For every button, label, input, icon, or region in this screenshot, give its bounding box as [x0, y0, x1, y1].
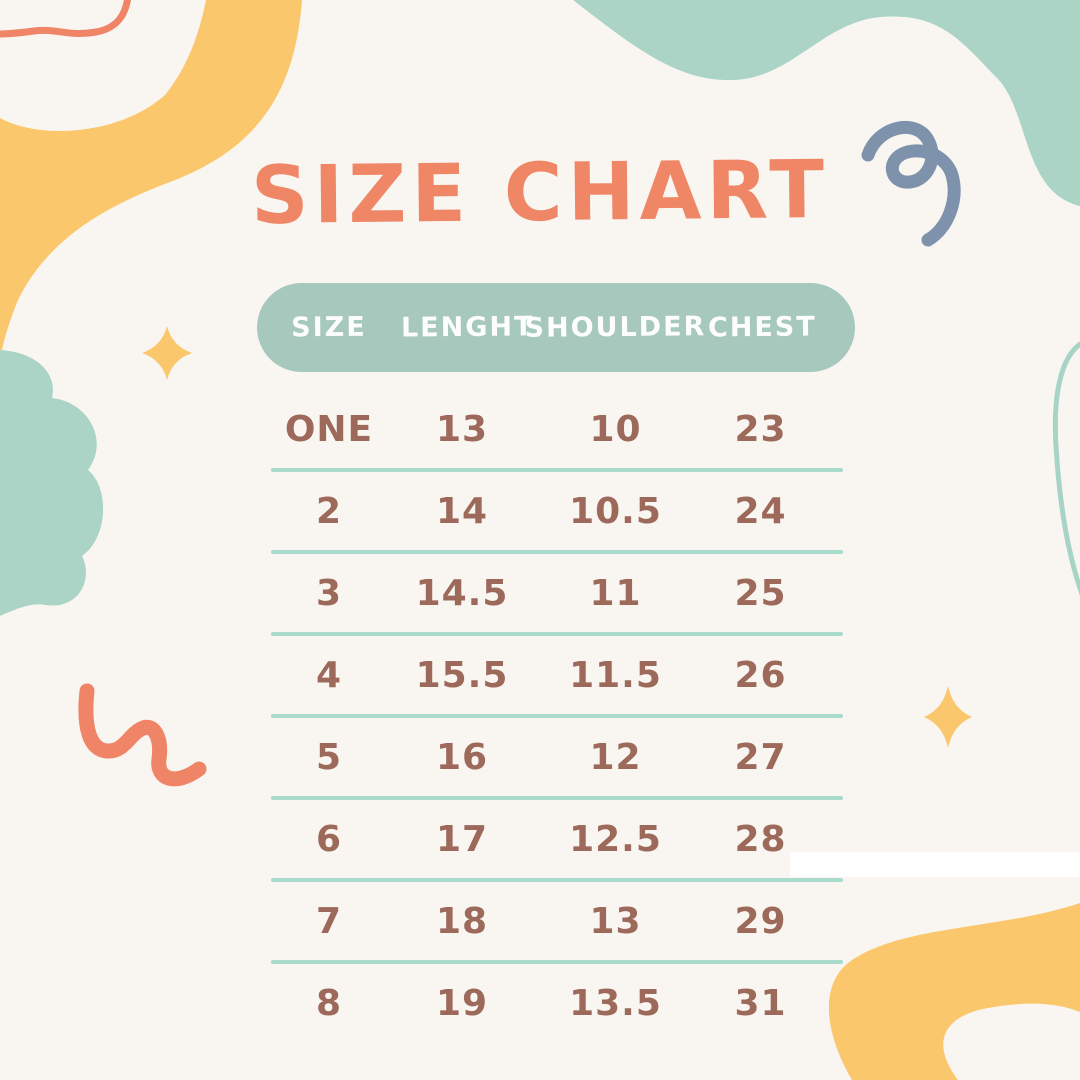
table-row: 8 19 13.5 31: [257, 964, 855, 1042]
row-divider: [271, 632, 843, 636]
cell-size: 5: [315, 736, 343, 778]
cell-chest: 27: [734, 736, 787, 778]
cell-chest: 29: [734, 900, 787, 942]
table-body: ONE 13 10 23 2 14 10.5 24 3 14.5 11 25: [257, 390, 855, 1042]
cell-size: 7: [315, 900, 343, 942]
yellow-swoosh-top-left-shape: [0, 0, 302, 362]
row-divider: [271, 550, 843, 554]
cell-shoulder: 12: [589, 736, 642, 778]
cell-shoulder: 11.5: [569, 654, 662, 696]
table-header-row: SIZE LENGHT SHOULDER CHEST: [257, 283, 855, 372]
cell-length: 16: [435, 736, 489, 778]
cell-chest: 26: [734, 654, 787, 696]
blue-squiggle-doodle-icon: [861, 120, 961, 247]
column-header-size: SIZE: [291, 311, 367, 344]
coral-squiggle-bottom-left-icon: [78, 683, 207, 787]
row-divider: [271, 714, 843, 718]
cell-shoulder: 11: [589, 572, 642, 614]
sparkle-star-right-icon: [924, 686, 972, 748]
cell-length: 18: [435, 900, 489, 942]
table-row: ONE 13 10 23: [257, 390, 855, 468]
cell-length: 19: [435, 982, 489, 1024]
table-row: 7 18 13 29: [257, 882, 855, 960]
teal-cloud-left-shape: [0, 350, 104, 616]
cell-length: 14.5: [415, 572, 509, 614]
white-band-shape: [790, 852, 1080, 877]
size-chart-table: SIZE LENGHT SHOULDER CHEST ONE 13 10 2 3 …: [257, 283, 855, 1042]
cell-shoulder: 13: [589, 900, 642, 942]
sparkle-star-left-icon: [142, 326, 192, 380]
cell-chest: 31: [734, 982, 787, 1024]
cell-chest: 28: [734, 818, 787, 860]
table-row: 3 14.5 11 25: [257, 554, 855, 632]
cell-size: ONE: [284, 408, 374, 450]
row-divider: [271, 878, 843, 882]
row-divider: [271, 796, 843, 800]
table-row: 6 17 12.5 28: [257, 800, 855, 878]
cell-length: 13: [435, 408, 489, 450]
cell-shoulder: 12.5: [569, 818, 662, 860]
cell-shoulder: 10.5: [569, 490, 662, 532]
cell-shoulder: 13.5: [569, 982, 662, 1024]
cell-size: 4: [315, 654, 343, 696]
coral-line-top-left-shape: [0, 0, 131, 38]
cell-shoulder: 10: [589, 408, 642, 450]
table-row: 2 14 10.5 24: [257, 472, 855, 550]
cell-length: 17: [435, 818, 489, 860]
cell-size: 3: [315, 572, 343, 614]
column-header-shoulder: SHOULDER: [524, 311, 707, 344]
cell-chest: 24: [734, 490, 787, 532]
cell-length: 15.5: [415, 654, 509, 696]
cell-size: 6: [315, 818, 343, 860]
column-header-chest: CHEST: [707, 311, 817, 344]
page-title: SIZE CHART: [250, 142, 830, 243]
yellow-swoosh-bottom-right-shape: [828, 903, 1080, 1080]
row-divider: [271, 468, 843, 472]
table-row: 4 15.5 11.5 26: [257, 636, 855, 714]
column-header-length: LENGHT: [400, 311, 535, 344]
cell-chest: 23: [734, 408, 787, 450]
teal-curve-right-edge-shape: [1052, 341, 1080, 596]
cell-chest: 25: [734, 572, 787, 614]
row-divider: [271, 960, 843, 964]
cell-length: 14: [435, 490, 489, 532]
cell-size: 8: [315, 982, 343, 1024]
table-row: 5 16 12 27: [257, 718, 855, 796]
cell-size: 2: [315, 490, 343, 532]
teal-blob-top-right-shape: [573, 0, 1080, 206]
